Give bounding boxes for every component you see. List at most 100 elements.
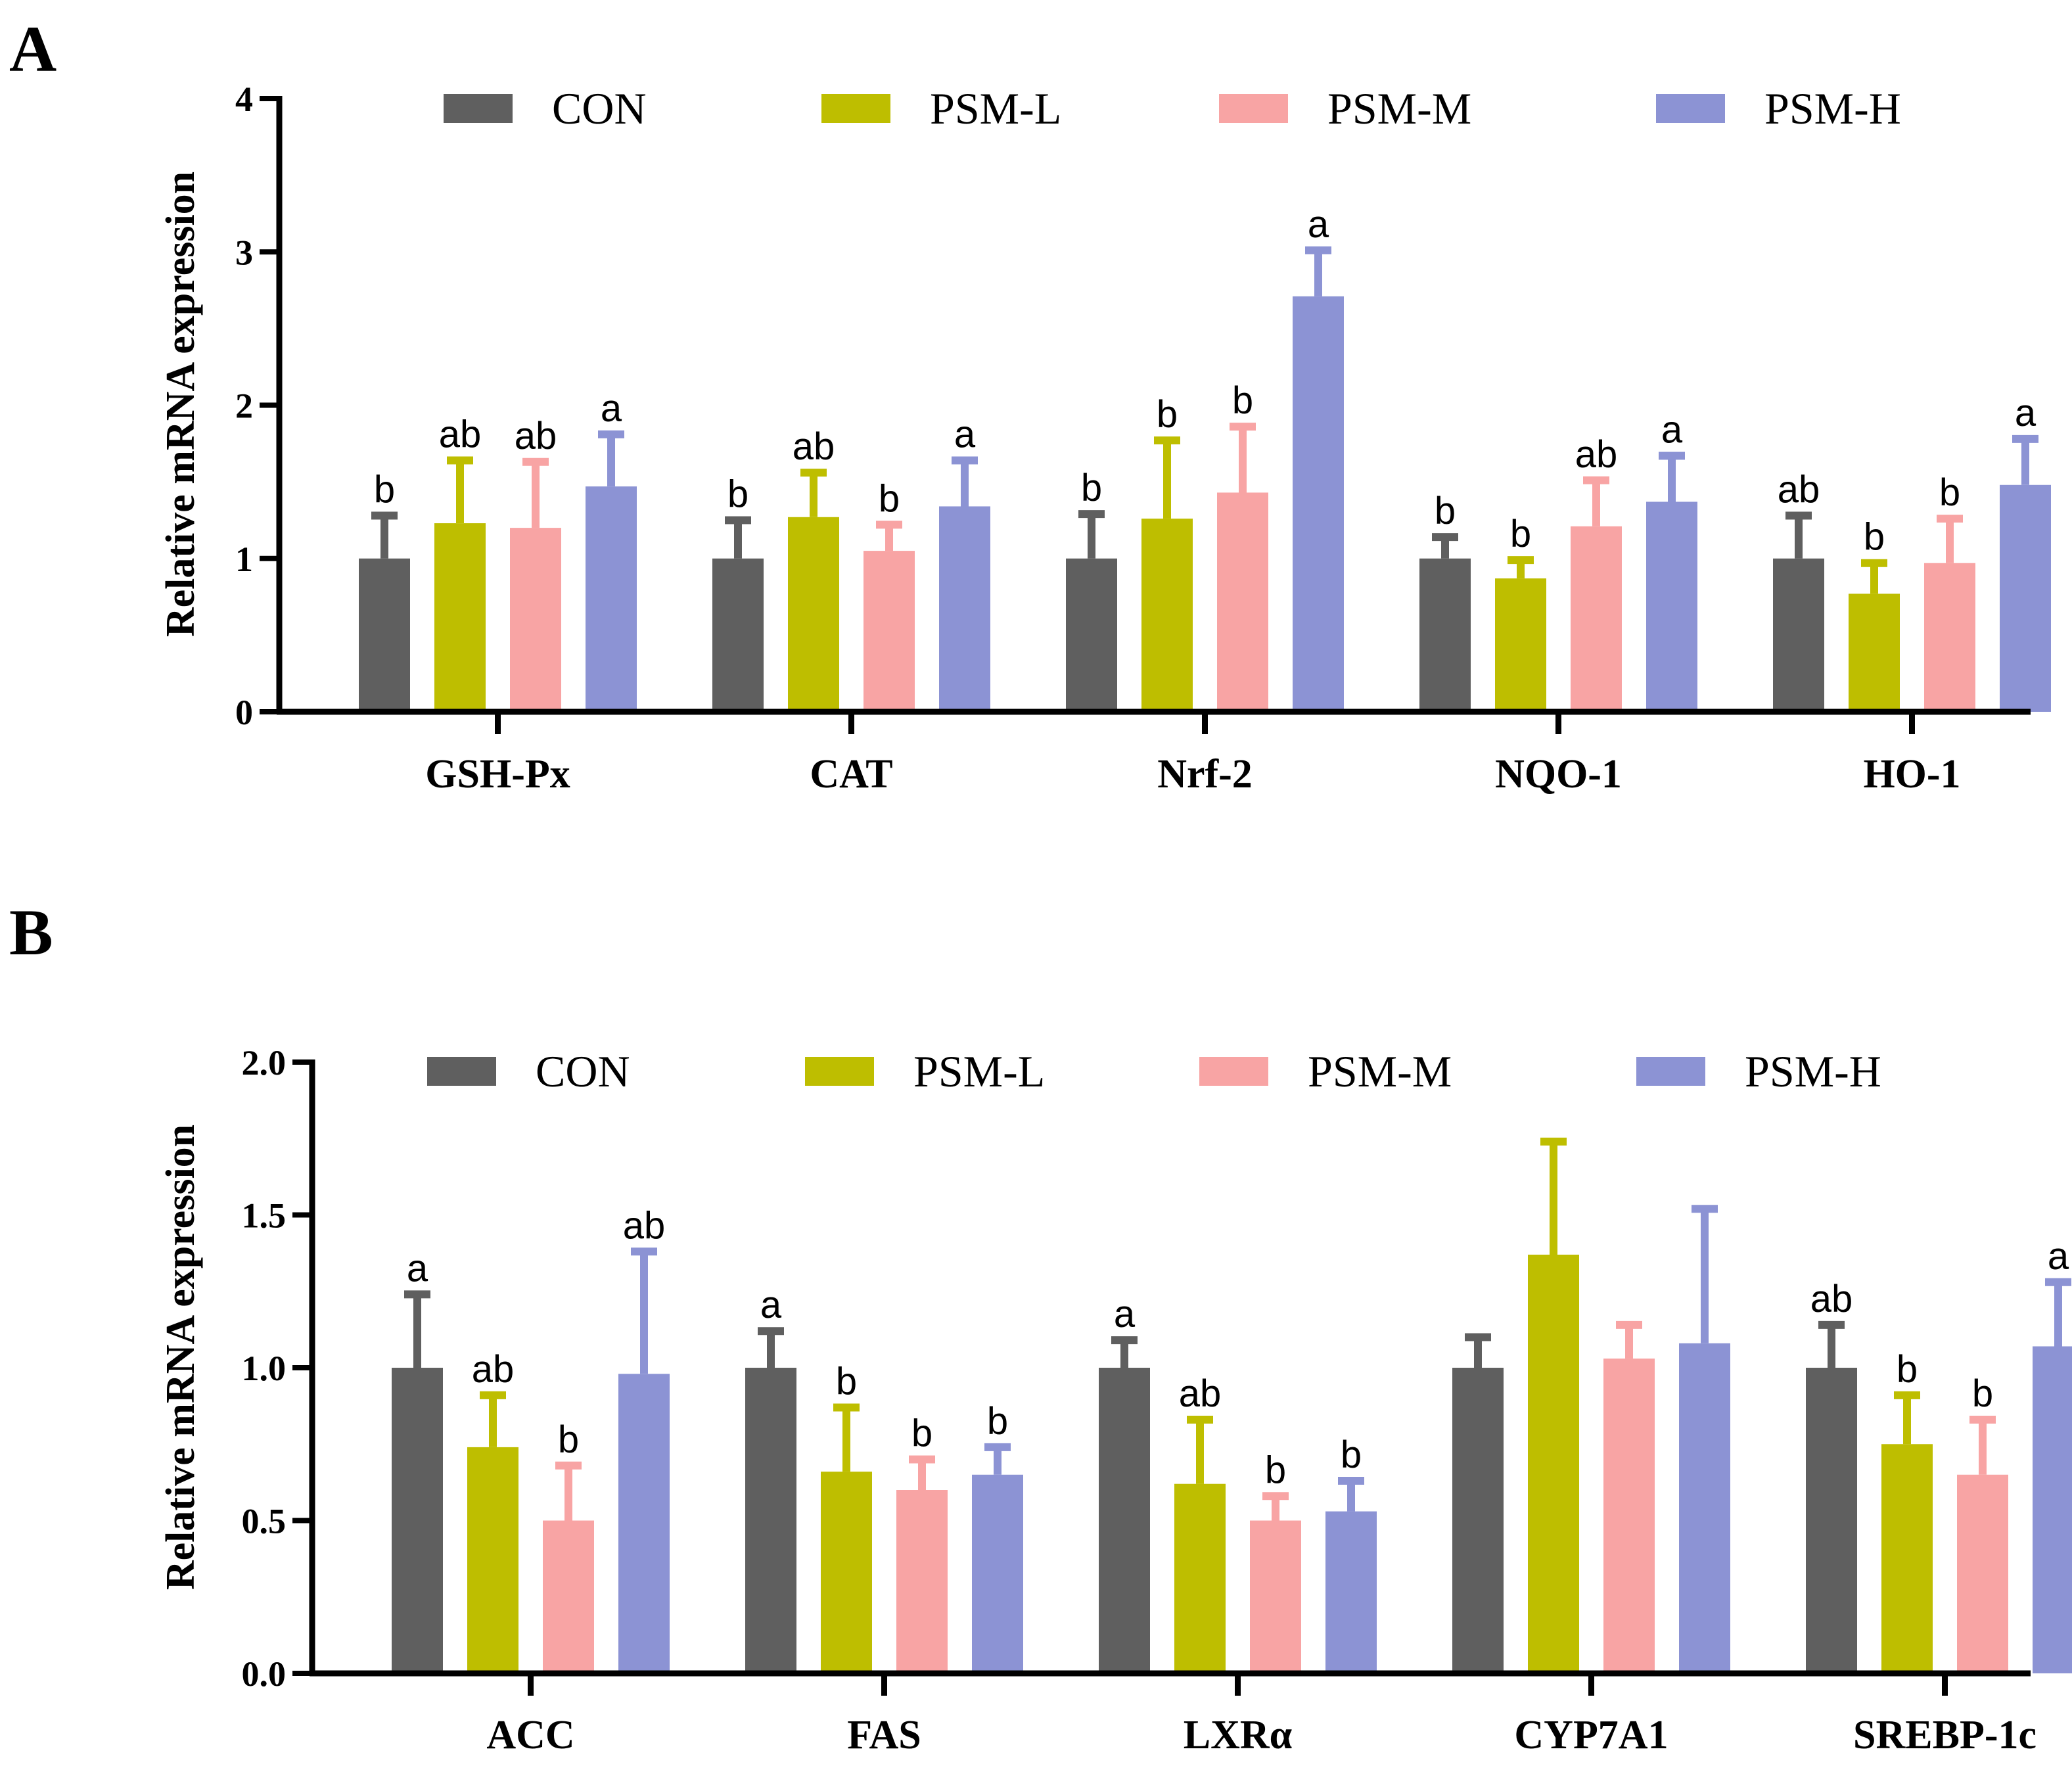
significance-label: b [1341, 1433, 1362, 1476]
significance-label: a [1661, 408, 1683, 451]
bar [2000, 484, 2051, 712]
significance-label: a [407, 1247, 428, 1290]
bar [972, 1474, 1023, 1673]
bar [1924, 563, 1975, 712]
significance-label: ab [1778, 468, 1820, 511]
bar [1773, 558, 1824, 712]
bar [1528, 1254, 1579, 1673]
significance-label: b [558, 1418, 579, 1461]
significance-label: ab [1575, 433, 1618, 476]
significance-label: b [1265, 1449, 1286, 1491]
bar [2033, 1346, 2072, 1673]
legend-swatch [1219, 94, 1288, 123]
bar [1646, 501, 1697, 712]
bar [1419, 558, 1471, 712]
bar [467, 1447, 518, 1673]
legend-label: PSM-H [1764, 83, 1901, 133]
significance-label: b [987, 1400, 1008, 1443]
significance-label: b [1435, 490, 1456, 532]
y-tick-label: 2.0 [242, 1043, 287, 1082]
legend-label: PSM-L [930, 83, 1061, 133]
bar [1141, 519, 1193, 712]
y-tick-label: 0.0 [242, 1654, 287, 1694]
legend-label: PSM-H [1745, 1046, 1881, 1096]
bar [1066, 558, 1117, 712]
bar [1806, 1368, 1857, 1673]
x-tick-label: FAS [847, 1713, 921, 1757]
legend-swatch [427, 1057, 496, 1086]
bar [510, 528, 561, 712]
legend-swatch [821, 94, 890, 123]
panel-b-y-axis-title: Relative mRNA expression [158, 1125, 203, 1590]
significance-label: ab [472, 1348, 515, 1391]
legend-swatch [1636, 1057, 1705, 1086]
significance-label: a [760, 1284, 782, 1326]
bar [1495, 578, 1546, 712]
legend-label: PSM-L [913, 1046, 1045, 1096]
y-tick-label: 2 [235, 386, 253, 426]
bar [1099, 1368, 1150, 1673]
x-tick-label: CYP7A1 [1514, 1713, 1668, 1757]
bar [1293, 296, 1344, 712]
significance-label: a [2048, 1235, 2069, 1278]
bar [745, 1368, 796, 1673]
bar [1325, 1511, 1377, 1673]
significance-label: ab [1810, 1278, 1853, 1320]
bar [1881, 1444, 1933, 1673]
bar [1679, 1343, 1730, 1673]
bar [821, 1472, 872, 1673]
bar [1452, 1368, 1504, 1673]
legend-swatch [444, 94, 513, 123]
significance-label: b [1232, 379, 1253, 422]
significance-label: b [374, 468, 395, 511]
significance-label: b [1972, 1372, 1993, 1415]
panel-b: B Relative mRNA expression CON PSM-L PSM-M… [9, 896, 2072, 1757]
bar [712, 558, 764, 712]
y-tick-label: 1.5 [242, 1196, 287, 1236]
significance-label: ab [439, 413, 482, 455]
panel-a: A Relative mRNA expression CON PSM-L PSM-M… [9, 12, 2051, 797]
x-tick-label: GSH-Px [425, 752, 570, 797]
significance-label: b [1939, 471, 1960, 514]
bar [1571, 526, 1622, 712]
legend-label: PSM-M [1308, 1046, 1452, 1096]
significance-label: a [1308, 203, 1329, 246]
bar [1849, 593, 1900, 712]
legend-swatch [805, 1057, 874, 1086]
bar [586, 486, 637, 712]
bar [543, 1520, 594, 1673]
bar [359, 558, 410, 712]
legend-swatch [1656, 94, 1725, 123]
y-tick-label: 1.0 [242, 1349, 287, 1388]
significance-label: b [1157, 393, 1178, 436]
bar [618, 1374, 670, 1673]
x-tick-label: HO-1 [1863, 752, 1960, 797]
significance-label: ab [1179, 1372, 1222, 1415]
panel-b-label: B [9, 896, 53, 969]
significance-label: a [601, 387, 622, 430]
bar [939, 506, 990, 712]
x-tick-label: NQO-1 [1495, 752, 1622, 797]
y-tick-label: 4 [235, 80, 253, 119]
significance-label: ab [623, 1204, 666, 1247]
panel-a-y-axis-title: Relative mRNA expression [158, 172, 203, 637]
significance-label: b [727, 473, 748, 515]
x-tick-label: SREBP-1c [1853, 1713, 2037, 1757]
legend-label: PSM-M [1327, 83, 1471, 133]
significance-label: b [879, 477, 900, 520]
bar [1217, 492, 1268, 712]
bar [392, 1368, 443, 1673]
significance-label: b [1897, 1348, 1918, 1391]
legend-swatch [1199, 1057, 1268, 1086]
y-tick-label: 1 [235, 540, 253, 579]
bar [1603, 1359, 1655, 1673]
bar [1250, 1520, 1301, 1673]
legend-label: CON [552, 83, 647, 133]
bar [896, 1490, 948, 1673]
significance-label: b [1864, 516, 1885, 559]
y-tick-label: 3 [235, 233, 253, 272]
significance-label: a [2015, 392, 2037, 434]
significance-label: b [911, 1412, 932, 1455]
significance-label: b [836, 1360, 857, 1403]
